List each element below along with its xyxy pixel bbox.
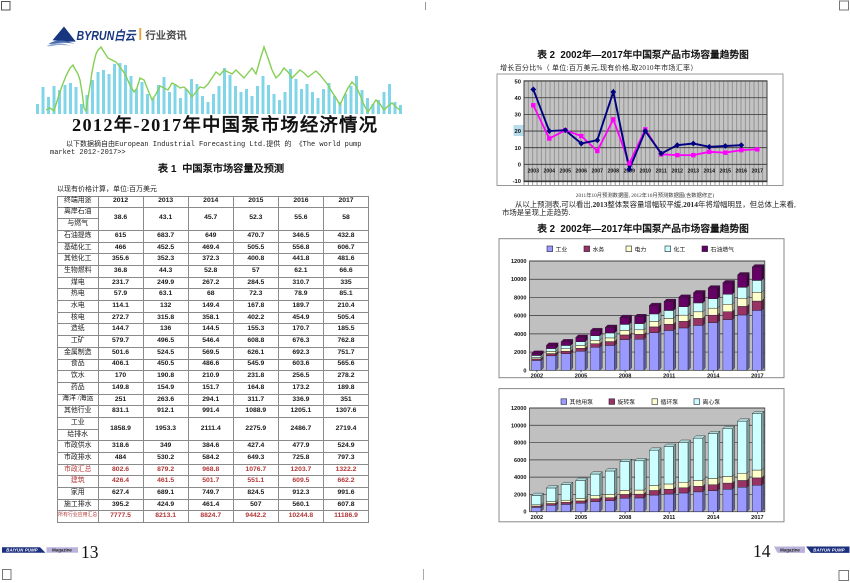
svg-text:2007: 2007 [592,169,604,175]
svg-text:BAIYUN PUMP: BAIYUN PUMP [6,548,38,553]
svg-text:BAIYUN PUMP: BAIYUN PUMP [813,547,845,552]
svg-text:2008: 2008 [619,515,631,521]
svg-text:20: 20 [515,129,521,135]
svg-text:10000: 10000 [511,277,527,283]
svg-text:化工: 化工 [674,245,686,253]
svg-text:2016: 2016 [736,169,748,175]
svg-text:离心泵: 离心泵 [703,398,721,406]
svg-text:2002: 2002 [531,515,543,521]
svg-text:2014: 2014 [704,169,716,175]
svg-text:2006: 2006 [576,169,588,175]
svg-text:6000: 6000 [514,314,526,320]
svg-text:0: 0 [523,510,526,516]
svg-text:2002: 2002 [531,374,543,380]
svg-text:工业: 工业 [556,245,568,253]
svg-text:2012: 2012 [672,169,684,175]
svg-text:10: 10 [515,146,521,152]
svg-text:12000: 12000 [511,259,527,265]
svg-text:2011: 2011 [656,169,667,175]
svg-text:循环泵: 循环泵 [661,398,679,406]
svg-text:50: 50 [515,79,521,85]
svg-text:2010: 2010 [640,169,652,175]
svg-text:6000: 6000 [514,458,526,464]
svg-text:2014: 2014 [707,515,720,521]
svg-text:旋转泵: 旋转泵 [618,398,636,406]
svg-text:2008: 2008 [619,374,631,380]
svg-text:2000: 2000 [514,492,526,498]
svg-text:Magazine: Magazine [780,547,800,552]
svg-text:Magazine: Magazine [52,548,72,553]
svg-text:2008: 2008 [608,169,620,175]
svg-text:40: 40 [515,96,521,102]
svg-text:0: 0 [518,163,521,169]
svg-text:10000: 10000 [511,423,527,429]
svg-text:12000: 12000 [511,406,527,412]
svg-text:2015: 2015 [720,169,732,175]
svg-text:2005: 2005 [575,515,587,521]
svg-text:30: 30 [515,113,521,119]
svg-text:2003: 2003 [528,169,540,175]
svg-text:BYRUN白云: BYRUN白云 [77,29,137,43]
svg-text:2017: 2017 [751,374,763,380]
svg-text:其他用泵: 其他用泵 [570,398,594,406]
svg-text:2000: 2000 [514,350,526,356]
svg-text:石油燃气: 石油燃气 [711,245,735,253]
svg-text:2011: 2011 [663,374,675,380]
svg-text:2014: 2014 [707,374,720,380]
svg-text:电力: 电力 [635,245,647,253]
svg-text:2011: 2011 [663,515,675,521]
svg-text:0: 0 [523,368,526,374]
svg-text:2017: 2017 [752,169,764,175]
svg-text:2005: 2005 [560,169,572,175]
svg-text:8000: 8000 [514,441,526,447]
svg-text:4000: 4000 [514,475,526,481]
svg-text:2017: 2017 [751,515,763,521]
svg-text:2013: 2013 [688,169,700,175]
svg-text:8000: 8000 [514,295,526,301]
svg-text:-10: -10 [513,179,521,185]
svg-text:2005: 2005 [575,374,587,380]
svg-text:2004: 2004 [544,169,556,175]
svg-text:4000: 4000 [514,332,526,338]
svg-text:水务: 水务 [593,245,605,253]
svg-text:行业资讯: 行业资讯 [145,29,188,42]
